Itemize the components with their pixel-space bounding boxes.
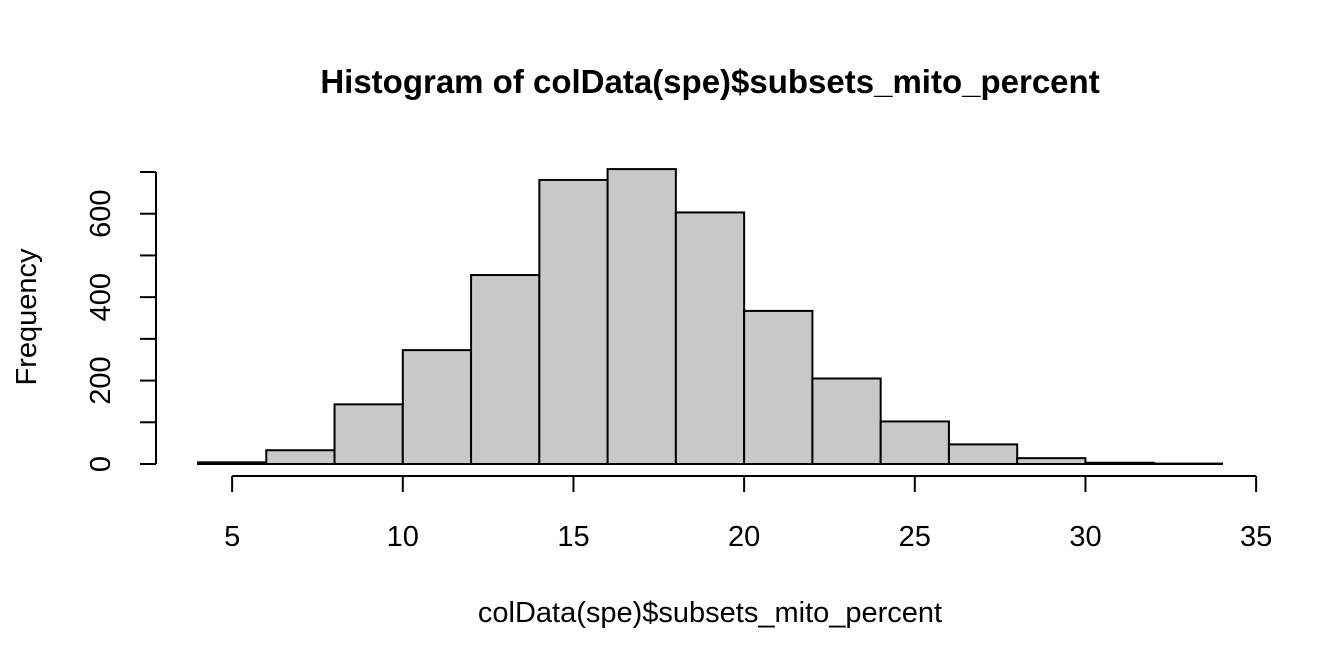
x-tick-label: 10 (387, 521, 419, 553)
x-tick-label: 25 (899, 521, 931, 553)
histogram-bar (674, 211, 746, 465)
x-tick-label: 5 (224, 521, 240, 553)
x-tick-label: 35 (1240, 521, 1272, 553)
histogram-bar (1016, 457, 1087, 466)
y-tick-label: 200 (85, 356, 117, 404)
histogram-bar (947, 443, 1019, 466)
x-tick-label: 15 (557, 521, 589, 553)
y-tick-label: 0 (85, 456, 117, 472)
histogram-bar (879, 420, 950, 465)
histogram-bar (538, 178, 609, 465)
histogram-bar (606, 168, 677, 466)
histogram-bar (333, 403, 404, 465)
histogram-bar (811, 377, 882, 465)
y-tick-label: 400 (85, 273, 117, 321)
y-axis-label: Frequency (11, 248, 43, 386)
y-axis: 0 200 400 600 (85, 171, 157, 472)
y-tick-label: 600 (85, 190, 117, 238)
histogram-bar (1084, 461, 1155, 465)
x-tick-label: 20 (728, 521, 760, 553)
histogram-bar (401, 349, 473, 465)
x-axis-label: colData(spe)$subsets_mito_percent (478, 597, 942, 629)
histogram-bar (470, 274, 541, 465)
x-axis: 5 10 15 20 25 30 35 (224, 475, 1272, 553)
chart-title: Histogram of colData(spe)$subsets_mito_p… (320, 63, 1099, 100)
histogram-bar (265, 449, 336, 465)
bars-group (197, 168, 1223, 466)
histogram-bar (743, 309, 814, 465)
histogram-bar (197, 461, 268, 465)
x-tick-label: 30 (1069, 521, 1101, 553)
